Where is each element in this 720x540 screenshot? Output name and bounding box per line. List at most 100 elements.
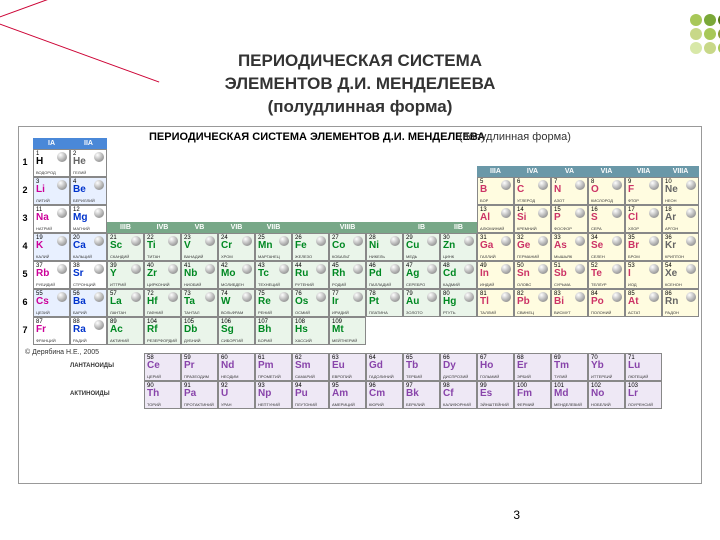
element-symbol: Ac (110, 324, 123, 335)
element-name: КАДМИЙ (443, 282, 460, 287)
element-cell: 39YИТТРИЙ (107, 261, 144, 289)
decor-line (0, 0, 159, 21)
element-cell: 12MgМАГНИЙ (70, 205, 107, 233)
element-cell: 97BkБЕРКЛИЙ (403, 381, 440, 409)
element-symbol: Th (147, 388, 159, 399)
element-name: ТОРИЙ (147, 402, 161, 407)
element-symbol: Ir (332, 296, 339, 307)
element-cell: 78PtПЛАТИНА (366, 289, 403, 317)
atom-icon (168, 264, 178, 274)
element-cell: 72HfГАФНИЙ (144, 289, 181, 317)
atom-icon (612, 236, 622, 246)
group-header: IIA (70, 138, 107, 149)
element-name: ЛИТИЙ (36, 198, 50, 203)
element-name: РТУТЬ (443, 310, 456, 315)
element-cell: 50SnОЛОВО (514, 261, 551, 289)
element-cell: 53IИОД (625, 261, 662, 289)
element-cell: 3LiЛИТИЙ (33, 177, 70, 205)
page-title: ПЕРИОДИЧЕСКАЯ СИСТЕМА ЭЛЕМЕНТОВ Д.И. МЕН… (0, 50, 720, 119)
element-symbol: P (554, 212, 561, 223)
element-symbol: Bk (406, 388, 419, 399)
element-cell: 93NpНЕПТУНИЙ (255, 381, 292, 409)
element-cell: 61PmПРОМЕТИЙ (255, 353, 292, 381)
element-name: МЕДЬ (406, 254, 417, 259)
copyright: © Дерябина Н.Е., 2005 (25, 349, 99, 356)
atom-icon (353, 264, 363, 274)
element-symbol: Ti (147, 240, 156, 251)
group-header: IA (33, 138, 70, 149)
element-cell: 19KКАЛИЙ (33, 233, 70, 261)
element-symbol: Ta (184, 296, 195, 307)
element-symbol: Ba (73, 296, 86, 307)
element-name: КАЛИЙ (36, 254, 49, 259)
atom-icon (57, 208, 67, 218)
element-cell: 82PbСВИНЕЦ (514, 289, 551, 317)
atom-icon (94, 236, 104, 246)
element-cell: 31GaГАЛЛИЙ (477, 233, 514, 261)
element-cell: 45RhРОДИЙ (329, 261, 366, 289)
element-name: АЛЮМИНИЙ (480, 226, 504, 231)
atom-icon (538, 208, 548, 218)
element-cell: 1HВОДОРОД (33, 149, 70, 177)
element-cell: 80HgРТУТЬ (440, 289, 477, 317)
element-name: АКТИНИЙ (110, 338, 129, 343)
element-cell: 25MnМАРГАНЕЦ (255, 233, 292, 261)
element-name: ЛОУРЕНСИЙ (628, 402, 653, 407)
atom-icon (94, 320, 104, 330)
atom-icon (353, 236, 363, 246)
element-cell: 6CУГЛЕРОД (514, 177, 551, 205)
element-name: БРОМ (628, 254, 640, 259)
atom-icon (575, 292, 585, 302)
element-symbol: La (110, 296, 122, 307)
element-symbol: Sr (73, 268, 84, 279)
element-cell: 32GeГЕРМАНИЙ (514, 233, 551, 261)
element-cell: 105DbДУБНИЙ (181, 317, 218, 345)
element-name: ОСМИЙ (295, 310, 310, 315)
element-symbol: N (554, 184, 561, 195)
element-symbol: Kr (665, 240, 676, 251)
element-name: КРЕМНИЙ (517, 226, 537, 231)
atom-icon (427, 292, 437, 302)
atom-icon (464, 264, 474, 274)
element-name: ФЕРМИЙ (517, 402, 534, 407)
element-name: УГЛЕРОД (517, 198, 535, 203)
element-cell: 24CrХРОМ (218, 233, 255, 261)
atom-icon (316, 236, 326, 246)
element-symbol: Rh (332, 268, 345, 279)
element-symbol: Mo (221, 268, 235, 279)
element-symbol: Ga (480, 240, 493, 251)
element-cell: 81TlТАЛЛИЙ (477, 289, 514, 317)
element-symbol: Gd (369, 360, 383, 371)
element-name: КЮРИЙ (369, 402, 384, 407)
element-cell: 107BhБОРИЙ (255, 317, 292, 345)
atom-icon (205, 264, 215, 274)
element-cell: 70YbИТТЕРБИЙ (588, 353, 625, 381)
group-header: IVA (514, 166, 551, 177)
element-cell: 37RbРУБИДИЙ (33, 261, 70, 289)
element-name: МЫШЬЯК (554, 254, 572, 259)
element-name: АРГОН (665, 226, 678, 231)
element-symbol: Br (628, 240, 639, 251)
element-cell: 75ReРЕНИЙ (255, 289, 292, 317)
element-symbol: Tl (480, 296, 489, 307)
element-cell: 35BrБРОМ (625, 233, 662, 261)
element-cell: 47AgСЕРЕБРО (403, 261, 440, 289)
atom-icon (94, 264, 104, 274)
element-symbol: Np (258, 388, 271, 399)
element-symbol: Re (258, 296, 271, 307)
element-symbol: Lu (628, 360, 640, 371)
element-name: НАТРИЙ (36, 226, 52, 231)
title-line: ЭЛЕМЕНТОВ Д.И. МЕНДЕЛЕЕВА (225, 74, 496, 93)
element-cell: 42MoМОЛИБДЕН (218, 261, 255, 289)
element-cell: 7NАЗОТ (551, 177, 588, 205)
element-symbol: Cu (406, 240, 419, 251)
element-symbol: Dy (443, 360, 456, 371)
element-name: СЕЛЕН (591, 254, 605, 259)
element-symbol: F (628, 184, 634, 195)
element-cell: 18ArАРГОН (662, 205, 699, 233)
element-symbol: Sm (295, 360, 311, 371)
element-cell: 91PaПРОТАКТИНИЙ (181, 381, 218, 409)
element-name: ЛЮТЕЦИЙ (628, 374, 648, 379)
atom-icon (131, 264, 141, 274)
logo-dot (704, 14, 716, 26)
